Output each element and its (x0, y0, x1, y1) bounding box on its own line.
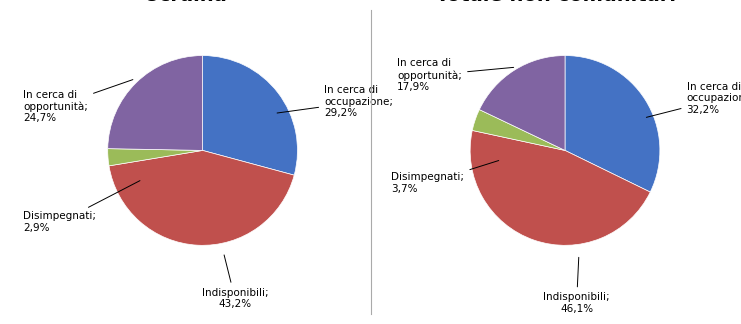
Text: In cerca di
occupazione;
29,2%: In cerca di occupazione; 29,2% (277, 85, 393, 119)
Text: In cerca di
opportunità;
24,7%: In cerca di opportunità; 24,7% (23, 80, 133, 123)
Wedge shape (472, 110, 565, 150)
Wedge shape (470, 131, 651, 245)
Text: Indisponibili;
43,2%: Indisponibili; 43,2% (202, 255, 268, 309)
Wedge shape (565, 55, 660, 192)
Wedge shape (109, 150, 294, 245)
Wedge shape (107, 55, 202, 150)
Wedge shape (202, 55, 297, 175)
Text: Indisponibili;
46,1%: Indisponibili; 46,1% (543, 257, 610, 314)
Wedge shape (107, 149, 202, 166)
Wedge shape (479, 55, 565, 150)
Text: Disimpegnati;
3,7%: Disimpegnati; 3,7% (391, 160, 499, 194)
Text: In cerca di
occupazione;
32,2%: In cerca di occupazione; 32,2% (646, 82, 741, 117)
Title: Totale non comunitari: Totale non comunitari (436, 0, 676, 6)
Title: Ucraina: Ucraina (143, 0, 227, 6)
Text: Disimpegnati;
2,9%: Disimpegnati; 2,9% (23, 181, 140, 233)
Text: In cerca di
opportunità;
17,9%: In cerca di opportunità; 17,9% (397, 58, 514, 92)
